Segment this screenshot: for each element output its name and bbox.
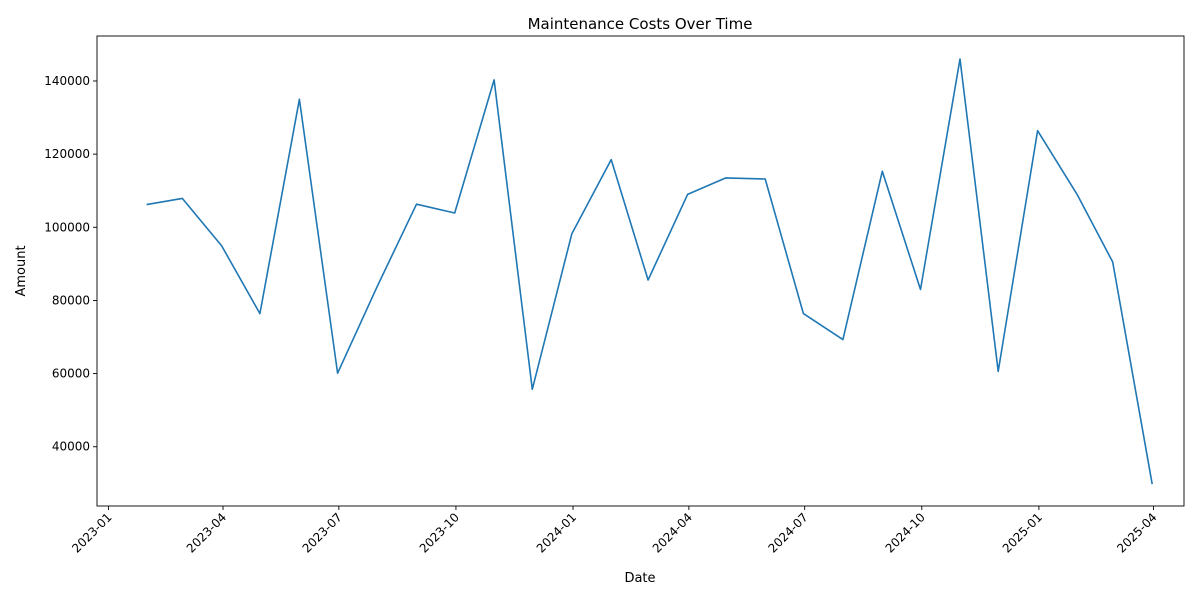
x-tick-label: 2024-07 — [765, 510, 810, 555]
y-tick-label: 120000 — [44, 147, 90, 161]
x-tick-label: 2023-07 — [300, 510, 345, 555]
chart-title: Maintenance Costs Over Time — [528, 15, 753, 33]
x-tick-label: 2024-10 — [883, 510, 928, 555]
y-tick-label: 80000 — [52, 293, 90, 307]
x-tick-label: 2025-04 — [1114, 510, 1159, 555]
y-axis-title: Amount — [14, 245, 29, 296]
x-axis: 2023-01 2023-04 2023-07 2023-10 2024-01 2024-… — [69, 506, 1160, 556]
y-tick-label: 40000 — [52, 440, 90, 454]
series-line-0 — [146, 58, 1153, 485]
x-tick-label: 2024-04 — [650, 510, 695, 555]
x-tick-label: 2024-01 — [534, 510, 579, 555]
x-tick-label: 2023-01 — [69, 510, 114, 555]
x-axis-title: Date — [624, 571, 655, 586]
x-tick-label: 2023-10 — [417, 510, 462, 555]
x-tick-label: 2025-01 — [1000, 510, 1045, 555]
plot-area — [96, 35, 1185, 507]
y-tick-label: 140000 — [44, 74, 90, 88]
y-tick-label: 100000 — [44, 220, 90, 234]
plot-frame — [96, 35, 1185, 507]
x-tick-label: 2023-04 — [184, 510, 229, 555]
y-axis: 40000 60000 80000 100000 120000 140000 — [44, 74, 97, 454]
y-tick-label: 60000 — [52, 367, 90, 381]
